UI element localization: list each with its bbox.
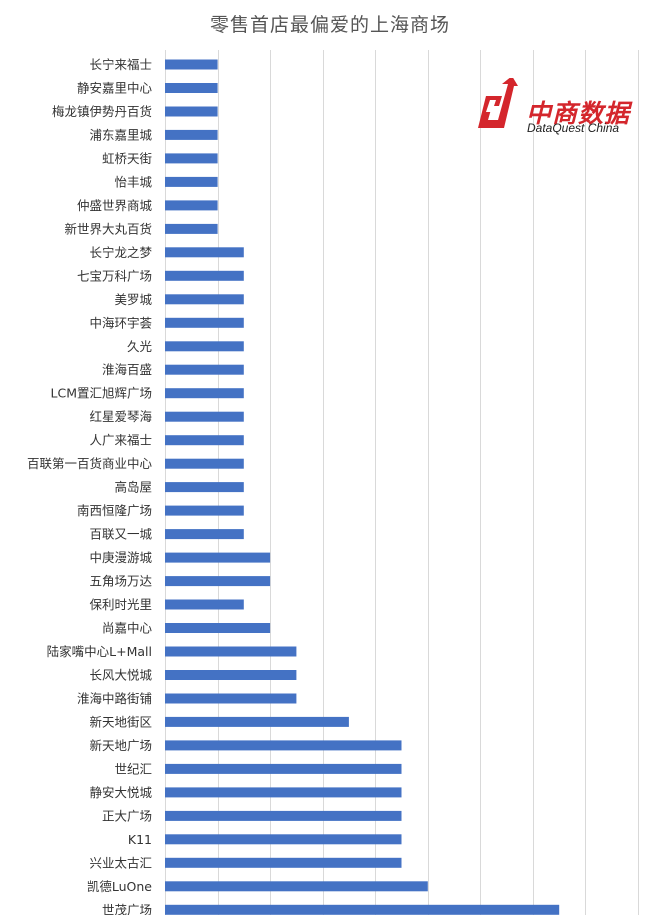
category-label: 七宝万科广场 — [77, 268, 152, 283]
bar — [165, 810, 402, 821]
bar — [165, 599, 244, 610]
bar — [165, 670, 297, 680]
bar — [165, 388, 244, 399]
category-label: 尚嘉中心 — [102, 621, 153, 636]
category-label: 保利时光里 — [89, 597, 152, 612]
bar — [165, 364, 244, 375]
bar — [165, 317, 244, 328]
category-label: 百联又一城 — [89, 527, 152, 542]
category-label: 长宁龙之梦 — [89, 245, 152, 260]
bar — [165, 716, 349, 727]
category-label: 世茂广场 — [102, 902, 152, 915]
bar — [165, 200, 218, 211]
category-label: 浦东嘉里城 — [89, 127, 152, 142]
category-label: 长宁来福士 — [89, 57, 152, 72]
logo-text-cn: 中商数据 — [526, 99, 631, 128]
bar — [165, 411, 244, 422]
bar — [165, 552, 271, 563]
bar — [165, 646, 297, 657]
category-label: 中庚漫游城 — [89, 550, 152, 565]
bar — [165, 787, 402, 798]
bar — [165, 294, 244, 305]
logo-text-en: DataQuest China — [527, 121, 620, 135]
category-label: 新天地广场 — [89, 738, 152, 753]
category-label: 新世界大丸百货 — [64, 221, 152, 236]
gridlines — [165, 50, 639, 915]
category-label: LCM置汇旭辉广场 — [51, 386, 152, 401]
category-label: 仲盛世界商城 — [77, 198, 153, 213]
bar — [165, 83, 218, 93]
category-label: 兴业太古汇 — [89, 855, 152, 870]
category-label: 梅龙镇伊势丹百货 — [52, 104, 152, 119]
bar — [165, 482, 244, 493]
bar — [165, 693, 297, 704]
bar — [165, 270, 244, 281]
category-label: 百联第一百货商业中心 — [27, 456, 153, 471]
bar — [165, 176, 218, 187]
bar — [165, 763, 402, 774]
chart-title: 零售首店最偏爱的上海商场 — [209, 14, 450, 36]
bar — [165, 247, 244, 258]
category-label: 南西恒隆广场 — [77, 503, 152, 518]
category-label: 静安大悦城 — [89, 785, 152, 800]
dataquest-logo: 中商数据 DataQuest China — [472, 74, 647, 146]
bar — [165, 153, 218, 164]
category-label: 久光 — [127, 339, 152, 354]
bar — [165, 857, 402, 868]
bar — [165, 223, 218, 234]
logo-mark-icon — [478, 78, 518, 128]
category-label: 红星爱琴海 — [89, 409, 152, 424]
category-label: 怡丰城 — [114, 174, 152, 189]
category-label: 长风大悦城 — [89, 668, 152, 683]
category-label: 高岛屋 — [114, 480, 152, 495]
category-label: 陆家嘴中心L+Mall — [47, 644, 152, 659]
bar — [165, 529, 244, 540]
category-label: 淮海中路街铺 — [77, 691, 152, 706]
category-label: 虹桥天街 — [102, 151, 152, 166]
bar — [165, 881, 428, 892]
bar — [165, 834, 402, 845]
bar — [165, 341, 244, 352]
bar — [165, 740, 402, 751]
category-label: 正大广场 — [102, 808, 152, 823]
bar — [165, 576, 271, 587]
bars — [165, 59, 560, 915]
bar — [165, 458, 244, 469]
category-label: 新天地街区 — [89, 714, 152, 729]
category-label: 淮海百盛 — [102, 362, 152, 377]
category-label: 世纪汇 — [114, 761, 152, 776]
category-label: 凯德LuOne — [87, 879, 152, 894]
category-label: K11 — [128, 832, 152, 847]
bar — [165, 623, 271, 633]
bar — [165, 904, 560, 915]
category-label: 五角场万达 — [89, 574, 152, 589]
bar — [165, 59, 218, 70]
category-label: 人广来福士 — [89, 433, 152, 448]
category-labels: 长宁来福士静安嘉里中心梅龙镇伊势丹百货浦东嘉里城虹桥天街怡丰城仲盛世界商城新世界… — [27, 57, 153, 915]
category-label: 中海环宇荟 — [89, 315, 152, 330]
bar — [165, 106, 218, 117]
bar — [165, 129, 218, 140]
category-label: 美罗城 — [114, 292, 152, 307]
bar — [165, 505, 244, 516]
bar — [165, 435, 244, 446]
category-label: 静安嘉里中心 — [77, 81, 153, 96]
